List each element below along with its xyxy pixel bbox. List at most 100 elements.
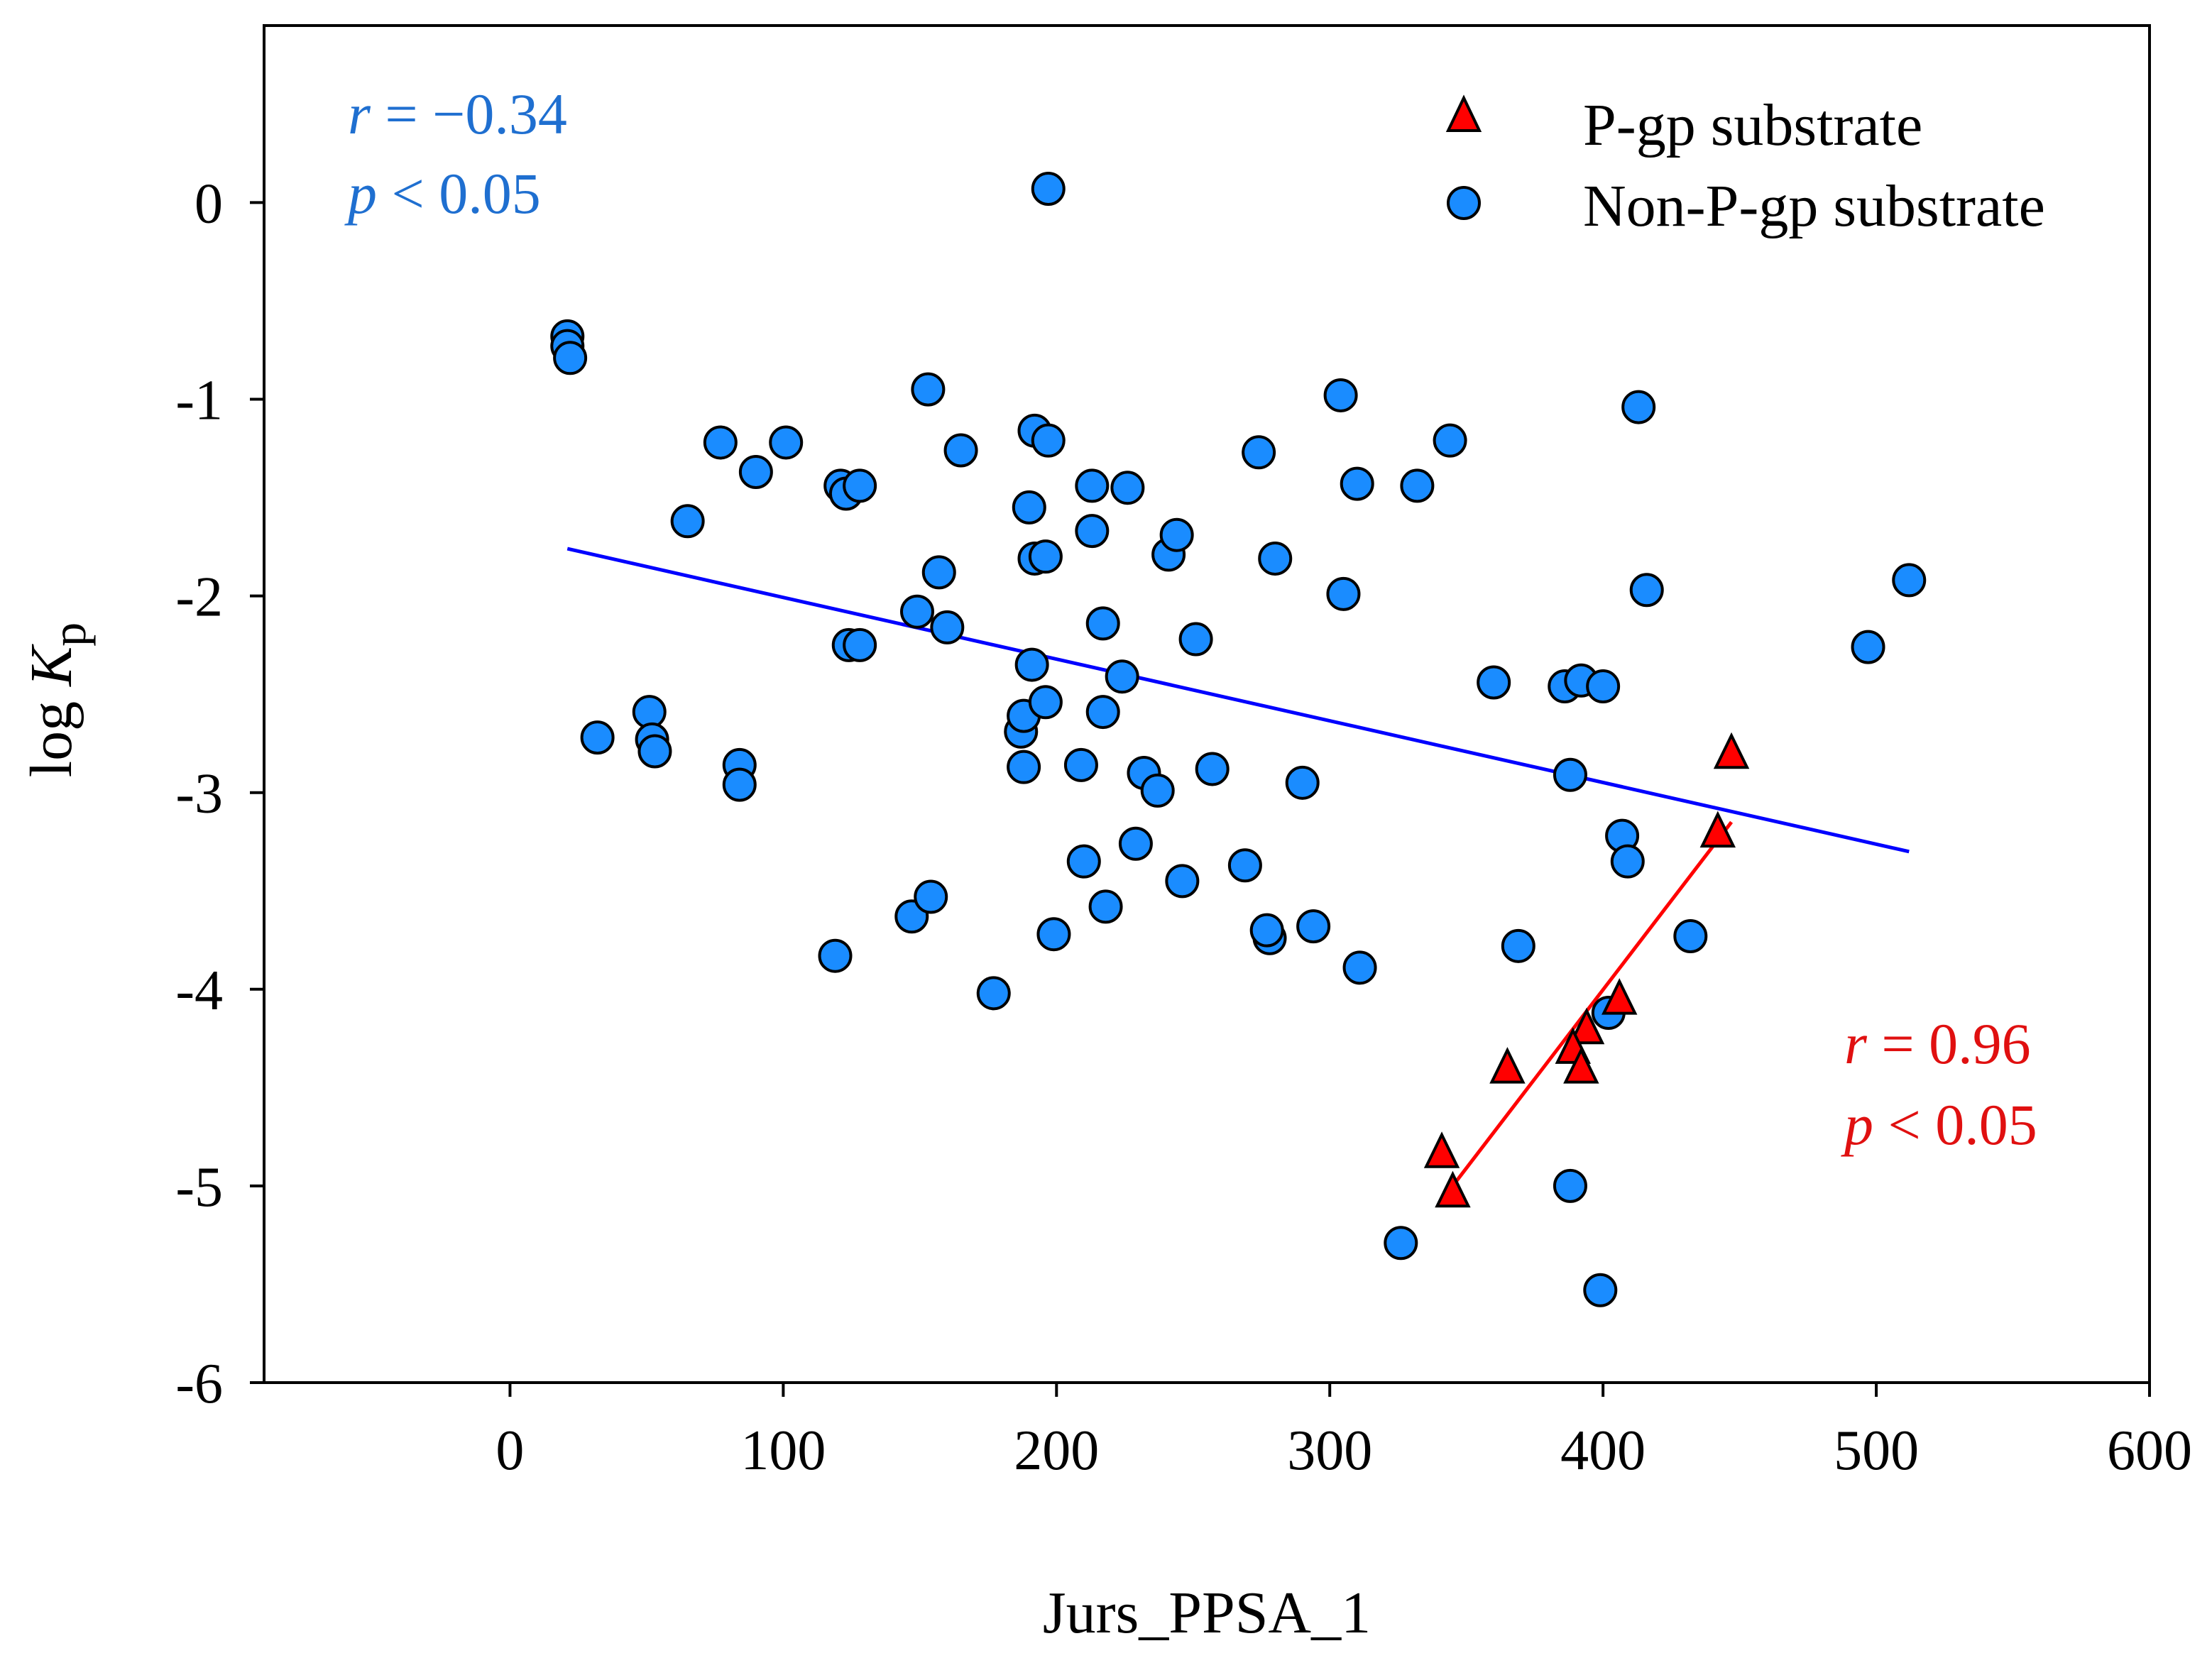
non-pgp-point [818, 938, 853, 973]
non-pgp-point [1178, 622, 1213, 657]
non-pgp-point [1105, 659, 1139, 694]
non-pgp-point [1384, 1226, 1418, 1261]
y-tick-label: 0 [195, 172, 223, 235]
non-pgp-point [899, 594, 934, 629]
non-pgp-point [722, 767, 757, 802]
x-axis-ticks: 0 100 200 300 400 500 600 [495, 1383, 2192, 1482]
non-pgp-point [1851, 630, 1885, 664]
legend-circle-marker [1447, 186, 1481, 220]
non-pgp-point [1075, 514, 1110, 549]
annotation-r-value: = −0.34 [371, 82, 567, 146]
non-pgp-point [1118, 826, 1153, 861]
y-tick-label: -3 [175, 763, 223, 825]
y-axis-label-main: log [18, 686, 84, 777]
x-axis-label: Jurs_PPSA_1 [1043, 1580, 1371, 1646]
non-pgp-point [1553, 757, 1587, 792]
non-pgp-point [1501, 928, 1535, 963]
non-pgp-point [580, 720, 615, 755]
non-pgp-point [670, 504, 705, 539]
pgp-point [1435, 1170, 1471, 1208]
annotation-r-symbol: r [348, 82, 371, 146]
annotation-r-symbol: r [1844, 1011, 1868, 1076]
non-pgp-point [703, 425, 738, 460]
non-pgp-point [1165, 864, 1200, 899]
non-pgp-point [1063, 747, 1098, 782]
non-pgp-point [843, 468, 877, 503]
x-tick-label: 500 [1834, 1420, 1919, 1482]
non-pgp-point [1227, 848, 1262, 883]
non-pgp-point [1258, 541, 1293, 576]
non-pgp-point [911, 372, 946, 407]
non-pgp-point [1028, 685, 1063, 720]
legend-triangle-marker [1445, 94, 1482, 132]
non-pgp-point [1553, 1168, 1587, 1203]
non-pgp-point [921, 555, 956, 590]
non-pgp-point [1028, 539, 1063, 574]
pgp-point [1423, 1131, 1460, 1168]
non-pgp-point [1340, 466, 1374, 501]
non-pgp-point [637, 734, 672, 769]
plot-frame [263, 24, 2151, 1384]
annotation-p-value: < 0.05 [377, 161, 541, 226]
non-pgp-point [1066, 844, 1101, 879]
non-pgp-point [1088, 889, 1123, 924]
non-pgp-point [1007, 750, 1041, 784]
non-pgp-point [1110, 471, 1145, 505]
non-pgp-point [1014, 647, 1049, 682]
non-pgp-point [1036, 917, 1071, 952]
non-pgp-point [1159, 517, 1194, 552]
non-pgp-point [930, 610, 965, 644]
y-axis-label: log Kp [18, 622, 96, 777]
non-pgp-point [1326, 576, 1361, 611]
non-pgp-point [1477, 665, 1511, 700]
non-pgp-point [553, 341, 588, 375]
y-axis-label-italic: K [18, 644, 84, 687]
non-pgp-point [1433, 423, 1467, 458]
pgp-points [1423, 732, 1750, 1208]
non-pgp-point [1610, 844, 1645, 879]
annotation-p-symbol: p [344, 161, 377, 226]
x-tick-label: 100 [740, 1420, 826, 1482]
non-pgp-point [1242, 435, 1276, 470]
y-tick-label: -1 [175, 369, 223, 432]
non-pgp-point [1342, 950, 1377, 985]
non-pgp-point [1140, 773, 1175, 808]
x-tick-label: 200 [1014, 1420, 1099, 1482]
y-tick-label: -2 [175, 566, 223, 629]
non-pgp-fit-line [566, 547, 1910, 854]
annotation-r-value: = 0.96 [1867, 1011, 2031, 1076]
non-pgp-point [1323, 378, 1358, 412]
annotation-r-overall: r = −0.34 [348, 82, 567, 146]
legend: P-gp substrate Non-P-gp substrate [1445, 92, 2045, 239]
legend-label-non-pgp: Non-P-gp substrate [1583, 173, 2045, 239]
non-pgp-point [1673, 918, 1708, 953]
x-tick-label: 0 [495, 1420, 524, 1482]
non-pgp-point [1285, 765, 1320, 800]
fit-lines [566, 547, 1910, 1187]
pgp-point [1699, 811, 1736, 848]
x-tick-label: 400 [1560, 1420, 1646, 1482]
non-pgp-point [843, 627, 877, 662]
non-pgp-point [738, 455, 773, 490]
non-pgp-point [943, 433, 978, 468]
non-pgp-point [1031, 423, 1066, 458]
y-axis-ticks: 0 -1 -2 -3 -4 -5 -6 [175, 172, 264, 1415]
non-pgp-point [1075, 468, 1110, 503]
annotation-p-overall: p < 0.05 [344, 161, 541, 226]
non-pgp-point [1031, 171, 1066, 206]
non-pgp-point [1249, 913, 1284, 948]
y-tick-label: -4 [175, 960, 223, 1022]
annotation-p-value: < 0.05 [1873, 1092, 2037, 1157]
pgp-fit-line [1451, 820, 1734, 1187]
annotation-p-pgp: p < 0.05 [1841, 1092, 2037, 1157]
annotation-r-pgp: r = 0.96 [1844, 1011, 2031, 1076]
y-axis-label-sub: p [42, 622, 96, 647]
non-pgp-point [1085, 606, 1120, 641]
pgp-point [1563, 1047, 1599, 1084]
non-pgp-point [1085, 695, 1120, 730]
y-tick-label: -6 [175, 1353, 223, 1415]
non-pgp-point [1892, 563, 1927, 598]
